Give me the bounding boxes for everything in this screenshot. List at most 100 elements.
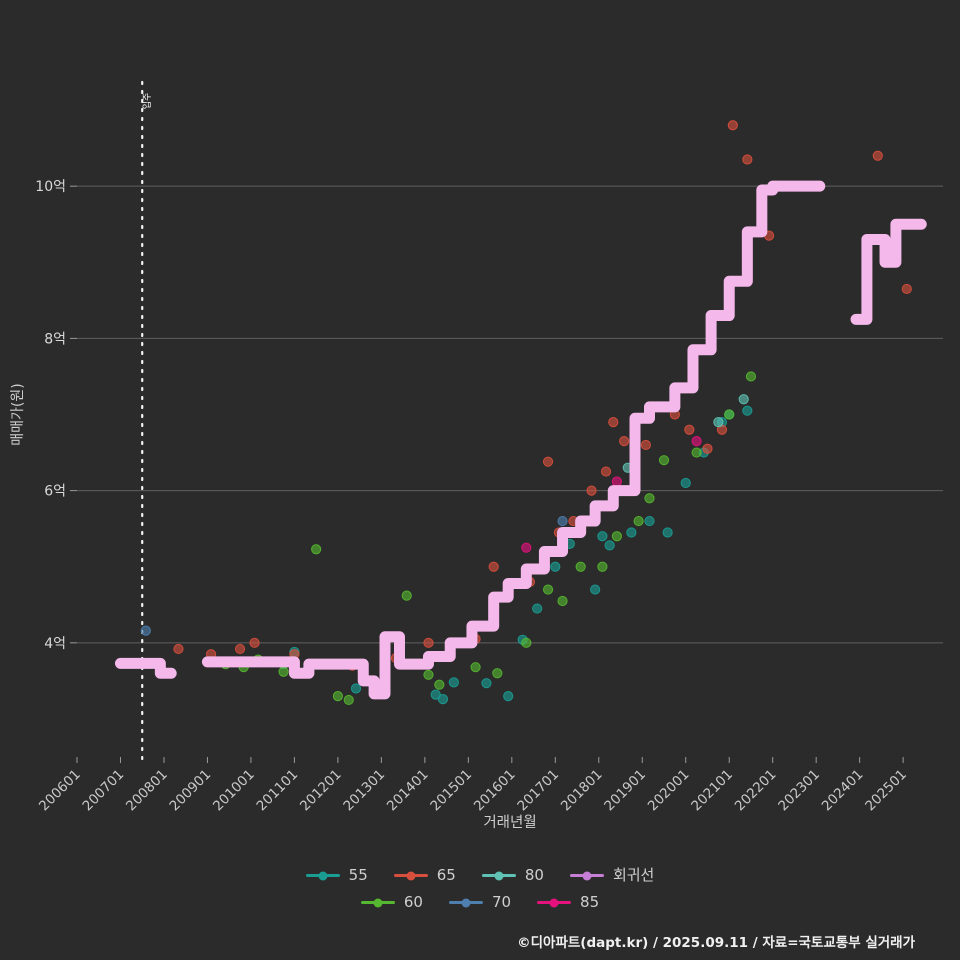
legend-swatch-line bbox=[569, 871, 604, 880]
data-point bbox=[140, 625, 151, 636]
data-point bbox=[691, 447, 702, 458]
data-point bbox=[590, 584, 601, 595]
data-point bbox=[727, 120, 738, 131]
legend-item-85[interactable]: 85 bbox=[537, 895, 599, 910]
legend-swatch-dot bbox=[494, 871, 504, 880]
data-point bbox=[503, 691, 514, 702]
data-point bbox=[742, 405, 753, 416]
legend-label: 55 bbox=[348, 866, 368, 884]
legend-row-1: 55 65 80 회귀선 bbox=[0, 862, 960, 889]
legend-swatch-line bbox=[393, 871, 428, 880]
footer-attribution: ©디아파트(dapt.kr) / 2025.09.11 / 자료=국토교통부 실… bbox=[517, 935, 915, 951]
data-point bbox=[521, 542, 532, 553]
scatter-series-85 bbox=[521, 436, 702, 553]
legend-item-70[interactable]: 70 bbox=[448, 893, 512, 911]
y-tick-label: 6억 bbox=[44, 484, 66, 500]
data-point bbox=[343, 694, 354, 706]
legend-label: 60 bbox=[403, 893, 423, 911]
data-point bbox=[278, 666, 289, 677]
legend-item-60[interactable]: 60 bbox=[360, 893, 423, 911]
legend-item-회귀선[interactable]: 회귀선 bbox=[569, 866, 655, 884]
data-point bbox=[611, 476, 622, 487]
x-axis-title: 거래년월 bbox=[483, 814, 536, 831]
legend-item-55[interactable]: 55 bbox=[305, 866, 368, 884]
data-point bbox=[350, 683, 362, 694]
data-point bbox=[738, 394, 749, 405]
move-in-marker-label: 입주 bbox=[141, 93, 153, 110]
legend-swatch-dot bbox=[406, 871, 416, 880]
data-point bbox=[662, 527, 673, 538]
legend-swatch-dot bbox=[461, 898, 471, 907]
legend-label: 회귀선 bbox=[612, 866, 655, 884]
legend-label: 85 bbox=[580, 893, 600, 911]
data-point bbox=[619, 436, 630, 447]
data-point bbox=[423, 637, 434, 648]
data-point bbox=[644, 515, 655, 527]
data-point bbox=[492, 668, 503, 679]
data-point bbox=[542, 456, 554, 467]
data-point bbox=[597, 531, 608, 542]
regression-line-group bbox=[114, 180, 927, 700]
legend-item-65[interactable]: 65 bbox=[393, 866, 456, 884]
y-tick-label: 4억 bbox=[44, 636, 66, 652]
regression-line bbox=[114, 657, 177, 679]
legend-swatch-line bbox=[481, 871, 516, 880]
data-point bbox=[872, 150, 883, 161]
data-point bbox=[448, 677, 459, 688]
data-point bbox=[684, 424, 695, 435]
data-point bbox=[173, 643, 184, 655]
data-point bbox=[557, 515, 568, 527]
data-point bbox=[532, 603, 543, 614]
data-point bbox=[680, 477, 691, 489]
legend-swatch-dot bbox=[373, 898, 383, 907]
data-point bbox=[658, 455, 670, 466]
data-point bbox=[586, 485, 597, 496]
data-point bbox=[430, 689, 441, 700]
data-point bbox=[249, 637, 260, 648]
data-point bbox=[742, 154, 753, 165]
data-point bbox=[611, 531, 622, 542]
data-point bbox=[434, 679, 445, 690]
data-point bbox=[481, 678, 492, 689]
data-point bbox=[470, 662, 481, 673]
data-point bbox=[600, 466, 612, 477]
data-point bbox=[608, 417, 619, 428]
legend-label: 80 bbox=[524, 866, 544, 884]
data-point bbox=[604, 540, 615, 551]
data-point bbox=[702, 443, 713, 454]
data-point bbox=[626, 527, 637, 538]
data-point bbox=[644, 493, 655, 504]
data-point bbox=[234, 643, 246, 655]
data-point bbox=[901, 283, 912, 295]
data-point bbox=[640, 439, 651, 451]
y-tick-label: 10억 bbox=[35, 179, 66, 195]
data-point bbox=[332, 691, 343, 702]
legend-row-2: 60 70 85 bbox=[0, 889, 960, 916]
y-tick-label: 8억 bbox=[44, 331, 66, 347]
data-point bbox=[724, 409, 735, 420]
regression-line bbox=[850, 218, 927, 325]
data-point bbox=[437, 694, 449, 705]
data-point bbox=[557, 595, 568, 607]
legend-swatch-line bbox=[448, 898, 483, 907]
data-point bbox=[550, 561, 561, 572]
legend-swatch-line bbox=[305, 871, 340, 880]
data-point bbox=[691, 436, 702, 447]
y-axis-title: 매매가(원) bbox=[10, 383, 26, 445]
data-point bbox=[575, 561, 586, 572]
legend-swatch-line bbox=[360, 898, 395, 907]
legend-item-80[interactable]: 80 bbox=[481, 866, 544, 884]
chart-legend: 55 65 80 회귀선 60 70 85 bbox=[0, 862, 960, 916]
data-point bbox=[713, 417, 724, 428]
data-point bbox=[633, 515, 644, 527]
data-point bbox=[401, 590, 412, 601]
data-point bbox=[311, 544, 322, 555]
data-point bbox=[542, 584, 554, 595]
legend-swatch-dot bbox=[582, 871, 592, 880]
legend-swatch-dot bbox=[549, 898, 559, 907]
legend-label: 65 bbox=[436, 866, 456, 884]
legend-label: 70 bbox=[491, 893, 512, 911]
scatter-series-70 bbox=[140, 515, 568, 636]
